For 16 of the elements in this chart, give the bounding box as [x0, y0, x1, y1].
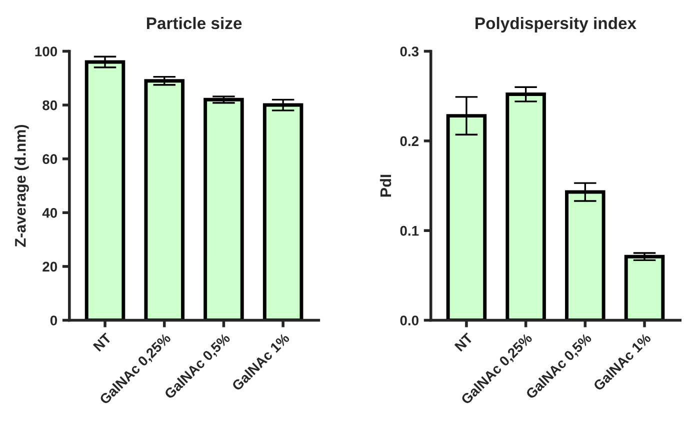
y-tick-label: 60	[42, 154, 58, 164]
y-axis-title: Z-average (d.nm)	[14, 124, 29, 247]
y-tick-label: 0	[50, 316, 58, 326]
y-tick-label: 0.1	[400, 226, 419, 236]
y-tick-label: 100	[35, 46, 58, 56]
x-tick-label: NT	[454, 332, 474, 352]
chart-title: Particle size	[146, 16, 242, 30]
y-tick-label: 20	[42, 262, 58, 272]
x-tick-label: NT	[92, 332, 112, 352]
y-axis-title: PdI	[380, 174, 392, 197]
y-tick-label: 80	[42, 100, 58, 110]
chart-title: Polydispersity index	[476, 16, 636, 32]
y-tick-label: 0.2	[400, 136, 418, 146]
y-tick-label: 40	[42, 208, 58, 218]
y-tick-label: 0.3	[400, 46, 419, 56]
y-tick-label: 0.0	[400, 316, 418, 326]
